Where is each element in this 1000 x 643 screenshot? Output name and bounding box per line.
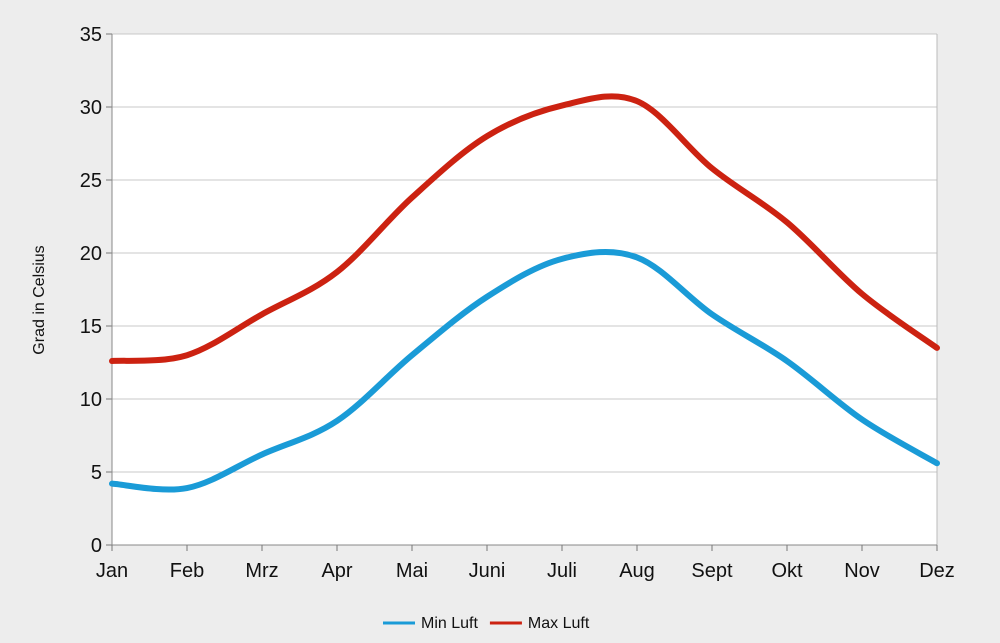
x-tick-label: Aug <box>619 560 655 582</box>
x-tick-label: Juli <box>547 560 577 582</box>
x-tick-label: Mai <box>396 560 428 582</box>
grid-lines <box>112 33 937 473</box>
y-tick-labels: 0 5 10 15 20 25 30 35 <box>80 24 102 557</box>
legend: Min Luft Max Luft <box>383 615 590 632</box>
y-tick-label: 35 <box>80 24 102 46</box>
legend-label: Min Luft <box>421 615 478 632</box>
y-tick-label: 20 <box>80 243 102 265</box>
y-tick-label: 30 <box>80 97 102 119</box>
x-tick-labels: Jan Feb Mrz Apr Mai Juni Juli Aug Sept Okt Nov Dez <box>96 560 955 582</box>
x-tick-label: Dez <box>919 560 955 582</box>
series-line-1 <box>109 249 940 493</box>
y-tick-label: 15 <box>80 316 102 338</box>
y-tick-label: 5 <box>91 462 102 484</box>
legend-label: Max Luft <box>528 615 590 632</box>
x-tick-label: Juni <box>469 560 506 582</box>
x-tick-label: Apr <box>321 560 352 582</box>
x-tick-label: Jan <box>96 560 128 582</box>
x-tick-label: Mrz <box>245 560 278 582</box>
series-lines <box>109 93 940 493</box>
series-line-2 <box>109 93 940 365</box>
x-tick-label: Nov <box>844 560 880 582</box>
y-tick-label: 0 <box>91 535 102 557</box>
x-tick-label: Sept <box>691 560 733 582</box>
axes <box>106 33 938 551</box>
x-tick-label: Okt <box>771 560 803 582</box>
y-tick-label: 10 <box>80 389 102 411</box>
y-tick-label: 25 <box>80 170 102 192</box>
y-axis-label: Grad in Celsius <box>31 245 48 354</box>
x-tick-label: Feb <box>170 560 204 582</box>
